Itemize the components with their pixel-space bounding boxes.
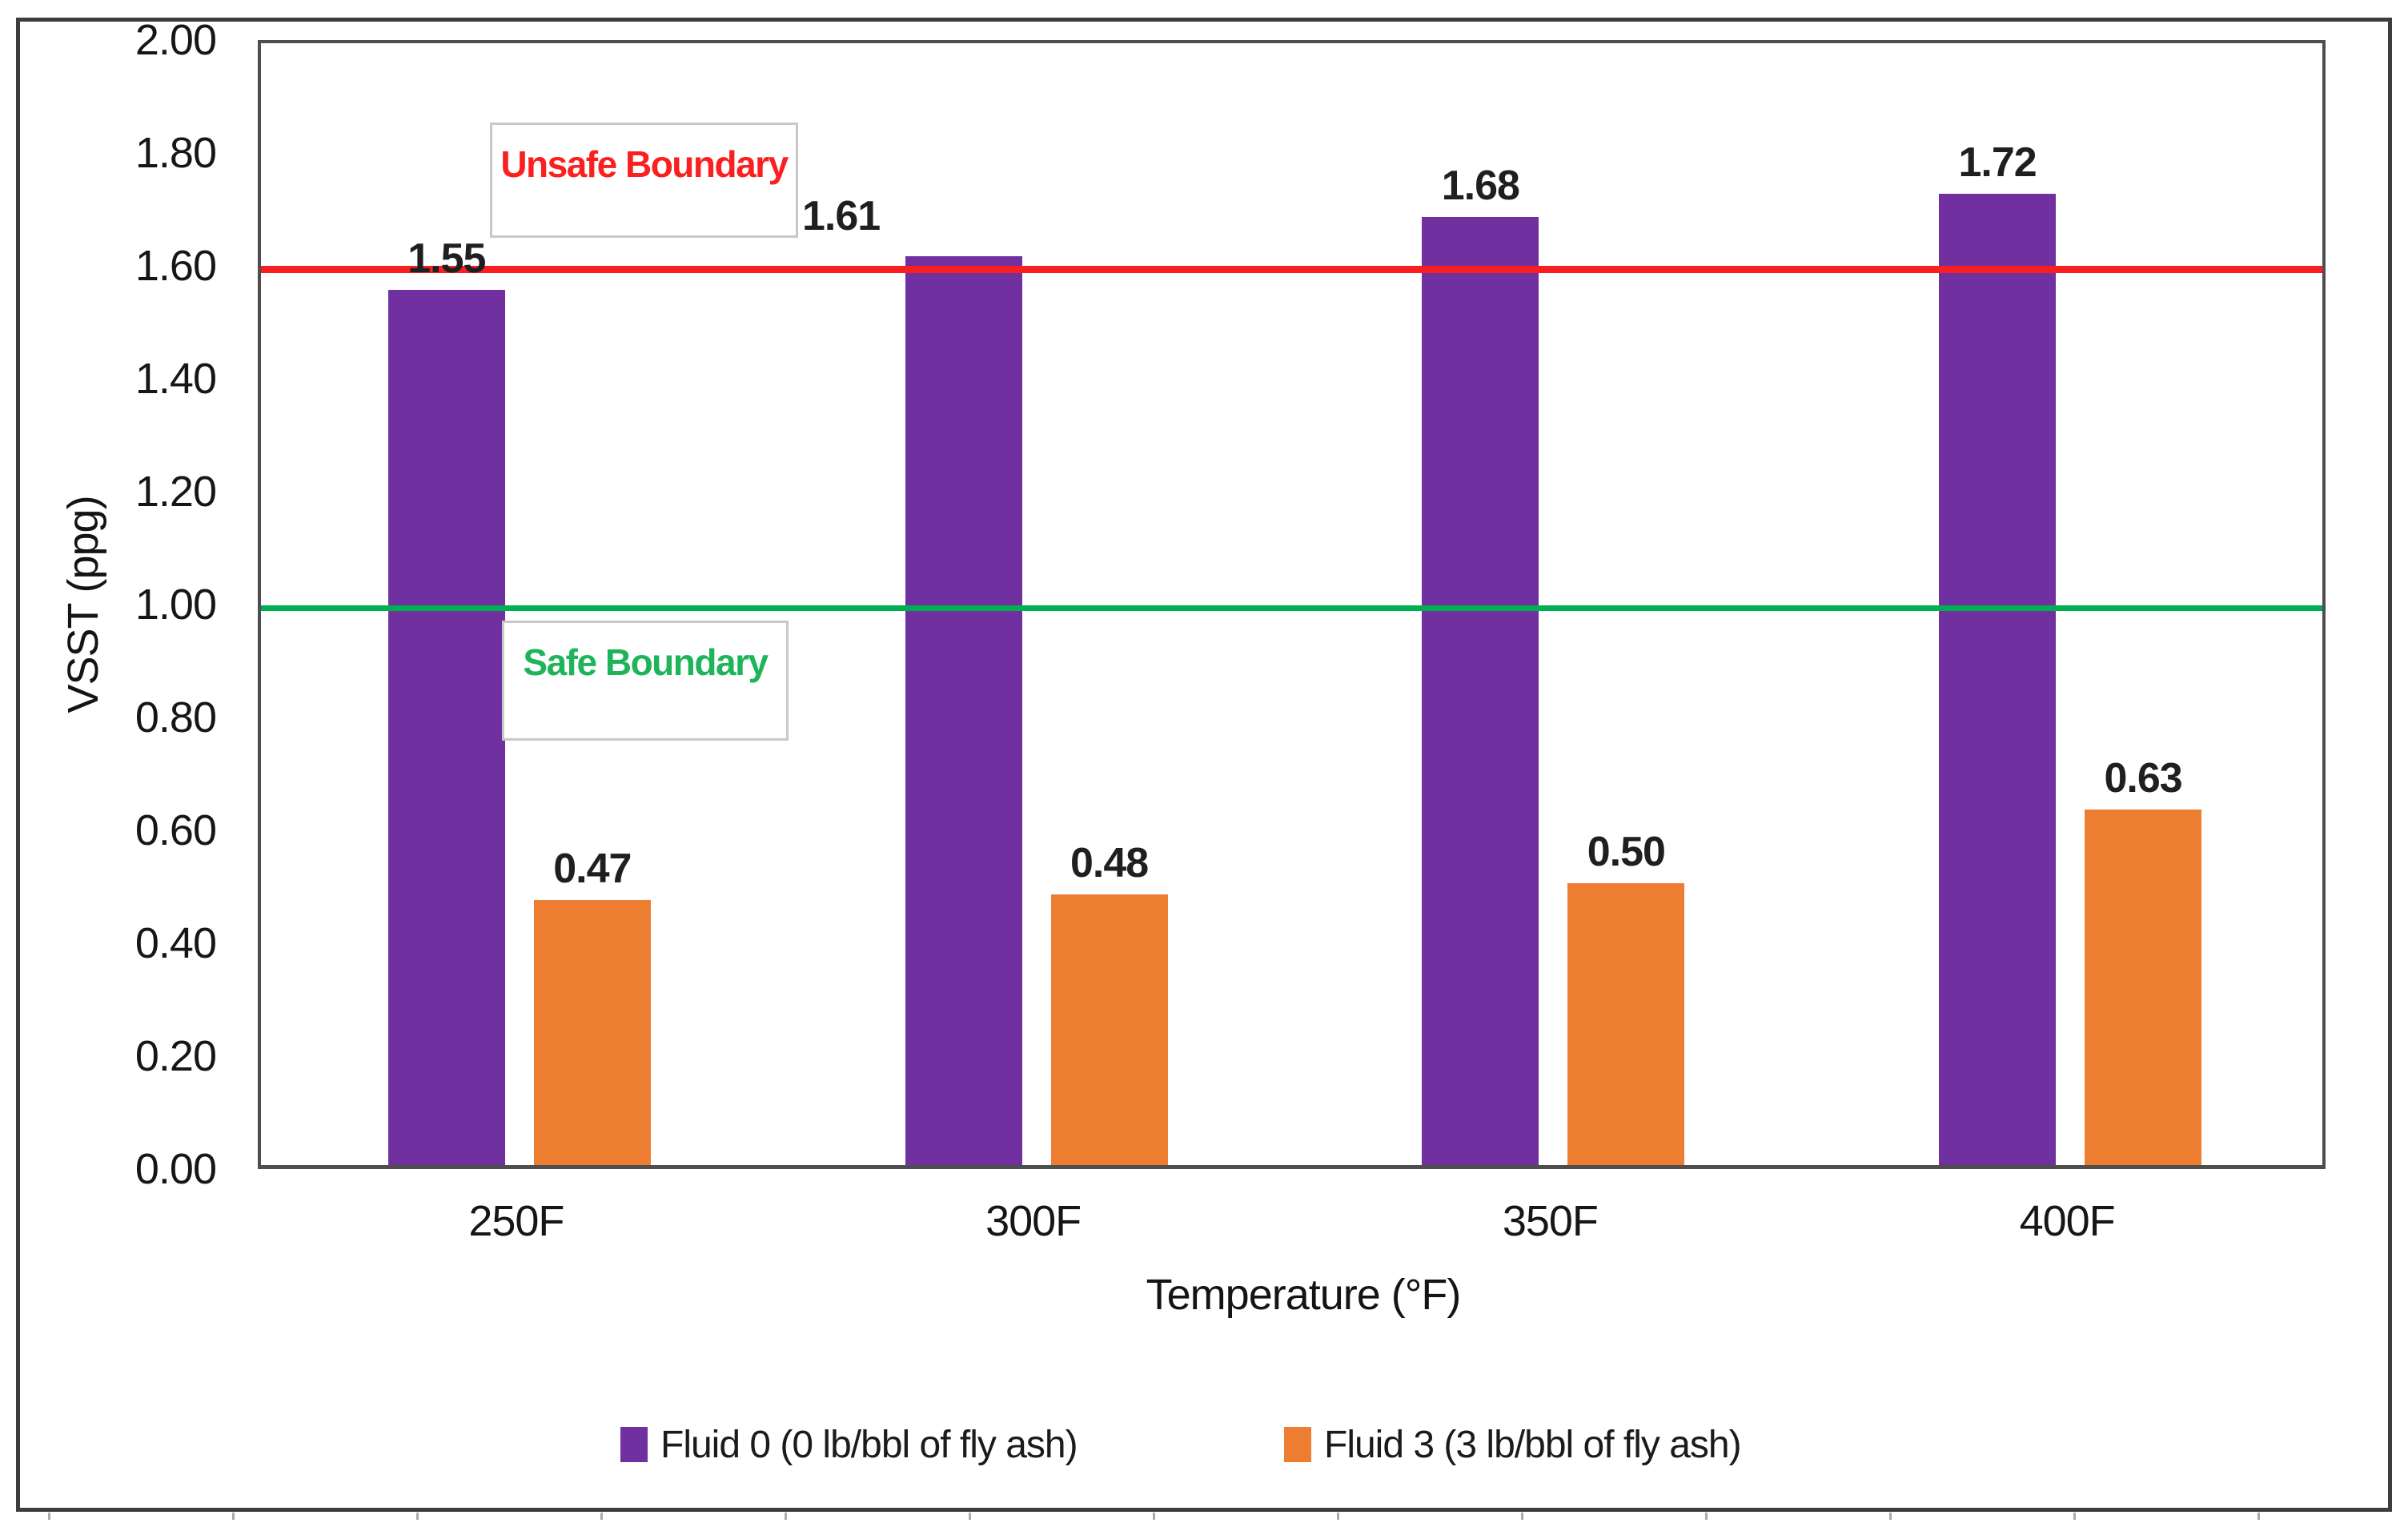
y-axis-tick-label: 1.00: [134, 581, 217, 629]
x-axis-tick-label: 350F: [1502, 1197, 1599, 1245]
bar-fluid0-350F: [1422, 216, 1539, 1165]
ruler-tick: [969, 1513, 971, 1520]
bar-data-label: 0.48: [1070, 839, 1149, 886]
y-axis-tick-label: 1.20: [134, 468, 217, 516]
ruler-tick: [416, 1513, 419, 1520]
unsafe-boundary-label: Unsafe Boundary: [500, 143, 789, 185]
y-axis-tick-label: 1.40: [134, 355, 217, 403]
y-axis-tick-label: 0.40: [134, 919, 217, 967]
bar-data-label: 1.68: [1441, 162, 1520, 209]
ruler-tick: [232, 1513, 235, 1520]
ruler-tick: [1521, 1513, 1523, 1520]
safe-boundary-line: [261, 605, 2322, 611]
y-axis-tick-label: 0.80: [134, 693, 217, 741]
legend-marker-fluid-0: [620, 1427, 648, 1462]
ruler-tick: [2258, 1513, 2260, 1520]
bar-data-label: 1.61: [802, 192, 881, 239]
legend-label-fluid-3: Fluid 3 (3 lb/bbl of fly ash): [1324, 1423, 1742, 1466]
legend-entry-fluid-3: Fluid 3 (3 lb/bbl of fly ash): [1284, 1422, 1742, 1467]
ruler-tick: [1889, 1513, 1892, 1520]
ruler-tick: [600, 1513, 603, 1520]
unsafe-boundary-line: [261, 266, 2322, 273]
bar-data-label: 0.50: [1587, 828, 1666, 875]
ruler-tick: [48, 1513, 50, 1520]
bar-data-label: 0.47: [553, 845, 632, 892]
y-axis-tick-label: 0.60: [134, 806, 217, 854]
bar-fluid3-300F: [1050, 894, 1168, 1165]
bar-fluid0-400F: [1939, 194, 2057, 1165]
y-axis-tick-label: 0.00: [134, 1145, 217, 1193]
y-axis-tick-label: 0.20: [134, 1032, 217, 1080]
legend-entry-fluid-0: Fluid 0 (0 lb/bbl of fly ash): [620, 1422, 1078, 1467]
x-axis-title: Temperature (°F): [1146, 1271, 1462, 1319]
y-axis-tick-label: 1.80: [134, 129, 217, 177]
bar-data-label: 1.55: [407, 235, 486, 283]
bar-data-label: 1.72: [1958, 139, 2037, 187]
y-axis-tick-label: 2.00: [134, 16, 217, 64]
bar-fluid0-300F: [905, 255, 1022, 1165]
ruler-tick: [1705, 1513, 1708, 1520]
x-axis-tick-label: 400F: [2019, 1197, 2116, 1245]
safe-boundary-annotation-box: Safe Boundary: [502, 621, 789, 741]
x-axis-tick-label: 300F: [985, 1197, 1082, 1245]
legend-marker-fluid-3: [1284, 1427, 1311, 1462]
unsafe-boundary-annotation-box: Unsafe Boundary: [490, 123, 798, 238]
ruler-tick: [2073, 1513, 2076, 1520]
legend-label-fluid-0: Fluid 0 (0 lb/bbl of fly ash): [660, 1423, 1078, 1466]
bar-fluid3-400F: [2085, 809, 2202, 1165]
ruler-tick: [1153, 1513, 1155, 1520]
safe-boundary-label: Safe Boundary: [523, 641, 769, 683]
y-axis-tick-label: 1.60: [134, 242, 217, 290]
bar-fluid3-350F: [1567, 882, 1685, 1165]
ruler-tick: [785, 1513, 787, 1520]
x-axis-tick-label: 250F: [468, 1197, 564, 1245]
bar-data-label: 0.63: [2104, 754, 2183, 802]
ruler-tick: [1337, 1513, 1339, 1520]
bar-fluid3-250F: [533, 899, 651, 1165]
bar-fluid0-250F: [387, 290, 505, 1165]
